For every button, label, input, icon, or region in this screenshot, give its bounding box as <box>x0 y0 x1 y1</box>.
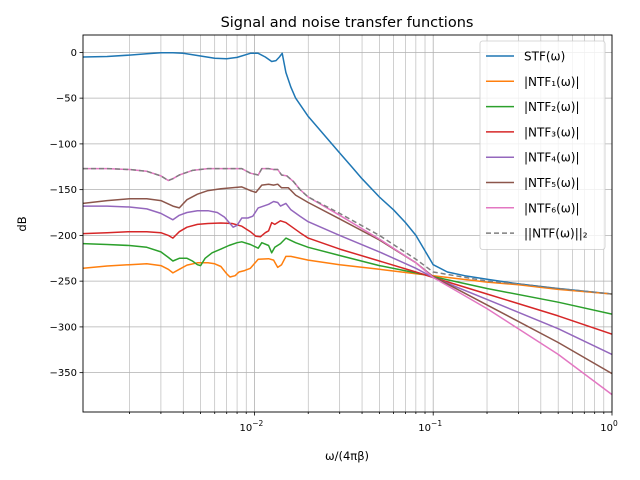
y-tick-label: −100 <box>50 139 77 150</box>
legend: STF(ω) |NTF₁(ω)| |NTF₂(ω)| |NTF₃(ω)| |NTF₄(ω… <box>479 40 606 250</box>
legend-label: |NTF₂(ω)| <box>524 100 580 114</box>
y-tick-label: −250 <box>50 277 77 288</box>
legend-box <box>479 40 606 250</box>
x-tick-exponent: 0 <box>613 419 618 428</box>
y-tick-label: −300 <box>50 322 77 333</box>
y-tick-label: −150 <box>50 185 77 196</box>
series-line <box>83 167 612 396</box>
series-line <box>83 200 612 356</box>
series-line <box>83 220 612 335</box>
y-tick-label: −50 <box>56 94 77 105</box>
series-line <box>83 237 612 315</box>
plot-frame <box>82 34 613 413</box>
chart-title: Signal and noise transfer functions <box>221 15 474 31</box>
legend-label: ||NTF(ω)||₂ <box>524 227 588 241</box>
legend-label: |NTF₆(ω)| <box>524 201 580 215</box>
legend-label: |NTF₄(ω)| <box>524 151 580 165</box>
plot-lines <box>83 51 612 396</box>
y-tick-label: 0 <box>71 48 77 59</box>
y-axis-label: dB <box>15 216 29 231</box>
series-line <box>83 255 612 295</box>
series-line <box>83 51 612 295</box>
x-tick-exponent: −2 <box>252 419 263 428</box>
x-tick-exponent: −1 <box>431 419 442 428</box>
y-tick-label: −350 <box>50 368 77 379</box>
legend-label: |NTF₁(ω)| <box>524 75 580 89</box>
legend-label: |NTF₃(ω)| <box>524 125 580 139</box>
legend-label: |NTF₅(ω)| <box>524 176 580 190</box>
y-tick-label: −200 <box>50 231 77 242</box>
series-line <box>83 167 612 295</box>
legend-label: STF(ω) <box>524 50 565 64</box>
x-axis-label: ω/(4πβ) <box>325 449 369 463</box>
